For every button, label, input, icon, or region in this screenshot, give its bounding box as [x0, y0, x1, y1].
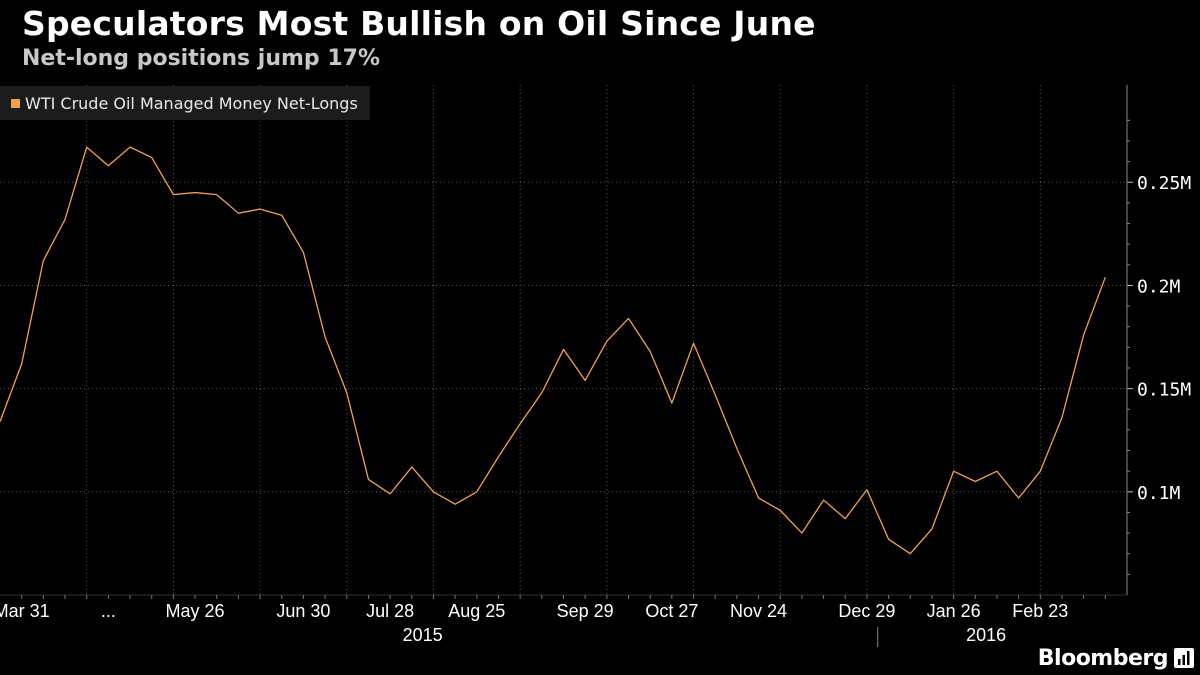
x-tick-label: May 26	[166, 601, 225, 621]
chart-title: Speculators Most Bullish on Oil Since Ju…	[22, 4, 816, 43]
x-tick-label: Nov 24	[730, 601, 787, 621]
series-line	[0, 146, 1106, 555]
vertical-gridlines	[86, 85, 1041, 595]
y-tick-label: 0.15M	[1137, 380, 1191, 401]
horizontal-gridlines	[0, 181, 1127, 493]
x-tick-label: Dec 29	[838, 601, 895, 621]
series-lines	[0, 146, 1106, 555]
legend: WTI Crude Oil Managed Money Net-Longs	[0, 86, 370, 120]
y-tick-labels: 0.1M 0.15M 0.2M 0.25M	[1137, 173, 1191, 504]
x-tick-label: Feb 23	[1012, 601, 1068, 621]
year-labels: 2015 2016	[403, 625, 1007, 645]
legend-label: WTI Crude Oil Managed Money Net-Longs	[25, 93, 358, 113]
y-tick-label: 0.2M	[1137, 276, 1181, 297]
x-tick-label: ...	[101, 601, 116, 621]
bloomberg-terminal-icon	[1174, 648, 1194, 668]
chart-subtitle: Net-long positions jump 17%	[22, 46, 380, 71]
bloomberg-logo: Bloomberg	[1037, 646, 1169, 671]
axes	[0, 85, 1133, 647]
x-tick-label: Jan 26	[927, 601, 981, 621]
year-label: 2016	[966, 625, 1006, 645]
x-tick-label: Jul 28	[366, 601, 414, 621]
y-tick-label: 0.1M	[1137, 483, 1181, 504]
legend-swatch	[11, 98, 20, 108]
x-tick-label: Jun 30	[276, 601, 330, 621]
x-tick-labels: Mar 31... May 26 Jun 30 Jul 28 Aug 25 Sep 29 O…	[0, 601, 1068, 621]
x-tick-label: Mar 31	[0, 601, 50, 621]
x-tick-label: Oct 27	[645, 601, 698, 621]
x-tick-label: Sep 29	[557, 601, 614, 621]
y-tick-label: 0.25M	[1137, 173, 1191, 194]
x-tick-label: Aug 25	[448, 601, 505, 621]
year-label: 2015	[403, 625, 443, 645]
